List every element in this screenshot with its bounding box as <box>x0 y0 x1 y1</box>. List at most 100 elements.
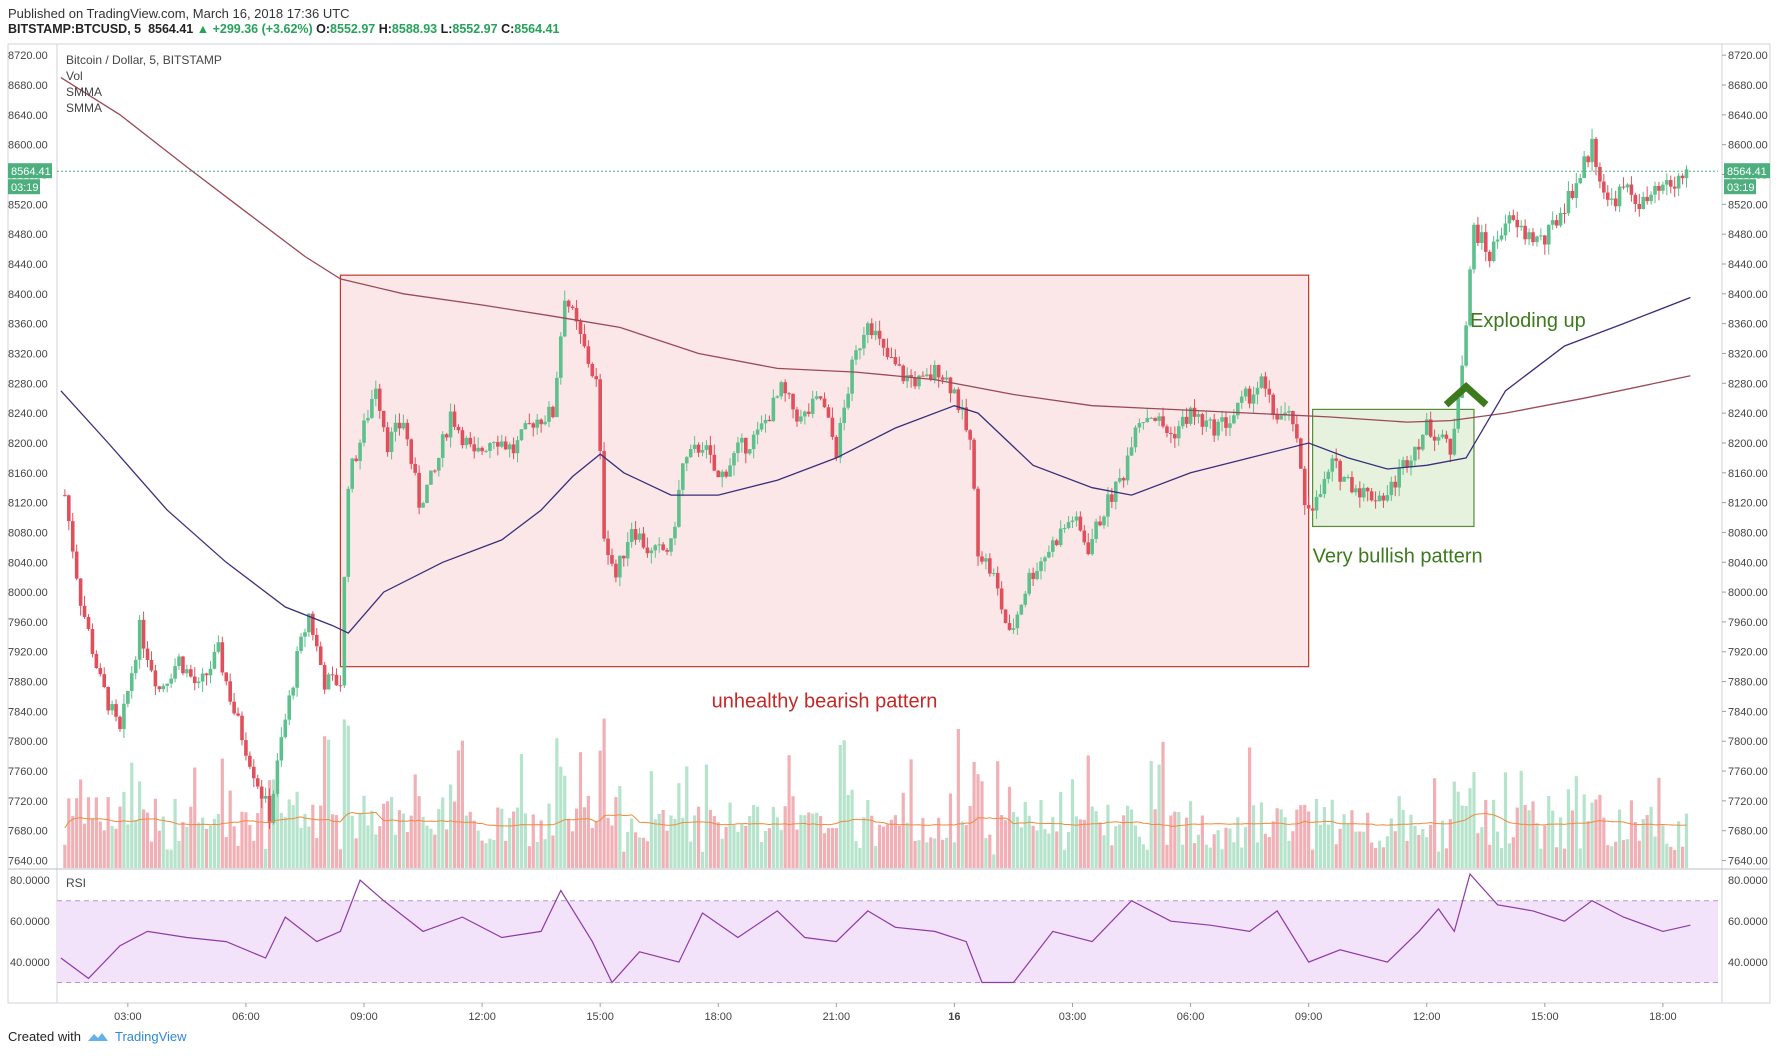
volume-bar <box>1173 811 1177 868</box>
price-tick-label-right: 8360.00 <box>1728 319 1768 331</box>
volume-bar <box>1354 831 1358 868</box>
volume-bar <box>449 784 453 868</box>
volume-bar <box>1602 817 1606 868</box>
candle-body <box>1373 500 1378 502</box>
candle-body <box>425 484 429 504</box>
price-tick-label-left: 7800.00 <box>8 736 48 748</box>
volume-bar <box>1059 792 1063 868</box>
candle-body <box>1188 407 1193 424</box>
volume-bar <box>193 767 197 868</box>
candle-body <box>1657 185 1661 191</box>
volume-bar <box>311 804 315 868</box>
volume-bar <box>696 806 701 868</box>
tradingview-brand[interactable]: TradingView <box>114 1029 187 1044</box>
candle-body <box>67 495 71 522</box>
candle-body <box>429 470 433 485</box>
candle-body <box>259 786 264 799</box>
candle-body <box>1511 215 1516 220</box>
candle-body <box>488 443 492 451</box>
candle-body <box>991 573 996 575</box>
rsi-zone-fill <box>57 900 1718 983</box>
candle-body <box>1625 184 1630 188</box>
time-tick-label: 12:00 <box>1413 1011 1441 1023</box>
candle-body <box>1405 460 1409 468</box>
candle-body <box>1409 460 1413 468</box>
candle-body <box>1680 175 1685 179</box>
candle-body <box>1074 516 1079 521</box>
candle-body <box>1590 138 1594 163</box>
volume-bar <box>177 840 181 868</box>
candle-body <box>1570 191 1575 199</box>
candle-body <box>204 673 209 676</box>
volume-bar <box>736 831 740 868</box>
candle-body <box>330 674 335 676</box>
volume-bar <box>712 816 716 868</box>
indicator-lines <box>57 77 1718 984</box>
candle-body <box>122 703 126 730</box>
candle-body <box>866 323 870 335</box>
volume-bar <box>82 823 87 868</box>
candle-body <box>980 556 984 562</box>
volume-bar <box>1499 848 1504 868</box>
candle-body <box>126 690 130 704</box>
candle-body <box>1633 194 1638 204</box>
volume-bar <box>181 822 185 868</box>
volume-bar <box>165 849 169 868</box>
volume-bar <box>657 813 661 868</box>
candle-body <box>1684 169 1689 179</box>
volume-bar <box>948 793 953 868</box>
candle-body <box>1468 269 1472 326</box>
candle-body <box>177 656 181 667</box>
candle-body <box>806 411 811 414</box>
volume-bar <box>374 834 378 868</box>
volume-bar <box>405 831 409 868</box>
volume-bar <box>673 818 677 868</box>
volume-bar <box>1476 833 1480 868</box>
volume-bar <box>669 815 673 868</box>
candle-body <box>1176 426 1181 439</box>
volume-bar <box>452 801 457 868</box>
volume-bar <box>874 846 878 868</box>
candle-body <box>873 330 878 336</box>
candle-body <box>448 411 453 438</box>
volume-bar <box>590 827 594 868</box>
price-tag-left <box>8 163 52 179</box>
candle-body <box>862 334 866 349</box>
candle-body <box>63 495 67 497</box>
candle-body <box>133 659 138 674</box>
legend-vol: Vol <box>66 69 83 83</box>
volume-bar <box>1224 827 1228 868</box>
volume-bar <box>693 815 697 868</box>
volume-bar <box>941 839 945 868</box>
volume-bar <box>1519 770 1523 868</box>
volume-bar <box>63 844 67 868</box>
candle-body <box>684 457 689 464</box>
volume-bar <box>901 792 905 868</box>
volume-bar <box>787 755 791 868</box>
volume-bar <box>1307 811 1311 868</box>
candle-body <box>649 550 654 554</box>
close-label: C: <box>501 22 515 36</box>
candle-body <box>129 673 134 691</box>
candle-body <box>1676 175 1681 189</box>
price-chart[interactable]: 8720.00 8720.00 8680.00 8680.00 8640.00 8640.… <box>0 40 1778 1025</box>
volume-bar <box>1314 798 1319 868</box>
price-tick-label-right: 8400.00 <box>1728 289 1768 301</box>
candle-body <box>932 365 937 380</box>
candle-body <box>854 350 858 360</box>
volume-bar <box>98 821 102 868</box>
volume-bar <box>496 807 500 868</box>
price-tick-label-left: 8040.00 <box>8 557 48 569</box>
candle-body <box>732 453 736 466</box>
volume-bar <box>1440 820 1445 868</box>
candle-body <box>1519 225 1523 228</box>
volume-bar <box>1188 801 1193 868</box>
volume-bar <box>574 808 579 868</box>
volume-bar <box>295 791 299 868</box>
volume-bar <box>1283 817 1287 868</box>
volume-bar <box>472 820 476 868</box>
volume-bar <box>346 725 350 868</box>
price-tick-label-left: 8360.00 <box>8 319 48 331</box>
candle-body <box>952 389 957 394</box>
chart-frame <box>7 43 1771 1004</box>
